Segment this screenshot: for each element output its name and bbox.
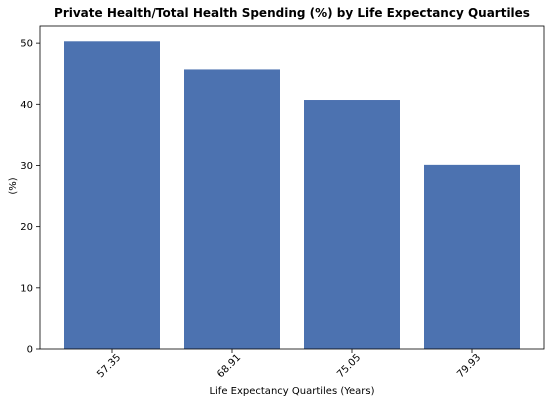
bar-68.91: [184, 69, 280, 349]
bar-75.05: [304, 100, 400, 349]
x-tick-label: 75.05: [335, 352, 363, 380]
y-axis-label: (%): [8, 177, 19, 194]
x-axis-label: Life Expectancy Quartiles (Years): [209, 386, 374, 397]
bar-57.35: [64, 41, 160, 350]
x-tick-label: 57.35: [95, 352, 123, 380]
y-tick-label: 0: [27, 345, 33, 356]
bar-79.93: [424, 164, 520, 349]
y-tick-label: 30: [20, 161, 33, 172]
x-tick-label: 79.93: [455, 352, 483, 380]
y-tick-label: 20: [20, 222, 33, 233]
chart-title: Private Health/Total Health Spending (%)…: [54, 6, 530, 20]
plot-area: 0 10 20 30 40 50 57.35 68.91 75.05 79.93: [20, 25, 545, 380]
x-tick-label: 68.91: [215, 352, 243, 380]
y-tick-label: 10: [20, 283, 33, 294]
y-tick-label: 50: [20, 39, 33, 50]
axes-frame: [39, 25, 545, 350]
y-tick-label: 40: [20, 100, 33, 111]
